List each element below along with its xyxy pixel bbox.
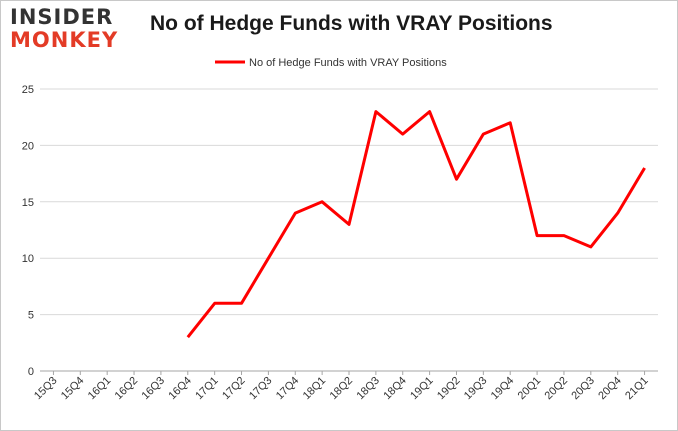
- x-tick-labels: 15Q3 15Q4 16Q1 16Q2 16Q3 16Q4 17Q1 17Q2 17Q3 17Q4…: [32, 375, 651, 403]
- x-tick-label: 17Q4: [274, 375, 302, 403]
- logo-text-insider: INSIDER: [10, 5, 114, 29]
- series-line-0: [186, 110, 646, 339]
- logo-text-monkey: MONKEY: [10, 28, 119, 52]
- x-tick-label: 20Q2: [543, 375, 571, 403]
- x-tick-label: 17Q3: [247, 375, 275, 403]
- axes: [40, 370, 658, 375]
- x-tick-label: 16Q4: [166, 375, 194, 403]
- legend: No of Hedge Funds with VRAY Positions: [215, 57, 447, 69]
- x-tick-label: 18Q1: [301, 375, 329, 403]
- x-tick-label: 18Q2: [328, 375, 356, 403]
- y-tick-label: 5: [28, 310, 34, 322]
- chart-title: No of Hedge Funds with VRAY Positions: [150, 12, 553, 35]
- x-tick-label: 18Q3: [354, 375, 382, 403]
- x-tick-label: 19Q1: [408, 375, 436, 403]
- y-tick-label: 10: [22, 253, 34, 265]
- x-tick-label: 15Q4: [59, 375, 87, 403]
- x-tick-label: 16Q1: [86, 375, 114, 403]
- x-tick-label: 20Q3: [569, 375, 597, 403]
- grid-lines: [40, 88, 658, 316]
- x-tick-label: 20Q1: [516, 375, 544, 403]
- x-tick-label: 16Q2: [113, 375, 141, 403]
- y-tick-label: 0: [28, 366, 34, 378]
- x-tick-label: 15Q3: [32, 375, 60, 403]
- x-tick-label: 17Q2: [220, 375, 248, 403]
- x-tick-label: 21Q1: [623, 375, 651, 403]
- x-tick-label: 19Q4: [489, 375, 517, 403]
- legend-label: No of Hedge Funds with VRAY Positions: [249, 57, 447, 69]
- y-tick-labels: 0 5 10 15 20 25: [22, 84, 34, 378]
- x-tick-label: 16Q3: [140, 375, 168, 403]
- x-tick-label: 20Q4: [596, 375, 624, 403]
- x-tick-label: 19Q2: [435, 375, 463, 403]
- series-lines: [186, 110, 646, 339]
- y-tick-label: 20: [22, 140, 34, 152]
- x-tick-label: 18Q4: [381, 375, 409, 403]
- y-tick-label: 25: [22, 84, 34, 96]
- x-tick-label: 19Q3: [462, 375, 490, 403]
- y-tick-label: 15: [22, 197, 34, 209]
- x-tick-label: 17Q1: [193, 375, 221, 403]
- insider-monkey-logo: INSIDER MONKEY: [10, 6, 130, 56]
